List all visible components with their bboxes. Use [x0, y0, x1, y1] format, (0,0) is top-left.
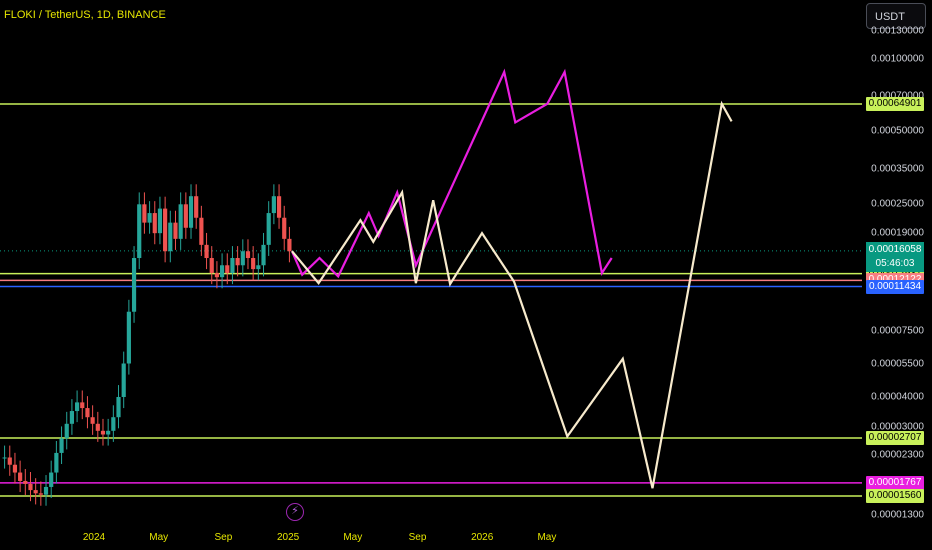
candle-body [137, 204, 142, 259]
candle-body [59, 438, 64, 453]
y-tick-label: 0.00019000 [871, 227, 924, 239]
x-tick-label: Sep [214, 532, 233, 543]
y-tick-label: 0.00002300 [871, 449, 924, 461]
candle-body [90, 417, 95, 424]
chart-title: FLOKI / TetherUS, 1D, BINANCE [4, 9, 166, 21]
candle-body [157, 208, 163, 234]
candle-body [85, 408, 90, 418]
level-label-5: 0.00001767 [866, 475, 924, 490]
candle-body [116, 396, 121, 418]
candle-body [287, 238, 292, 252]
candle-body [271, 196, 276, 214]
candle-body [75, 402, 80, 412]
candle-body [126, 311, 131, 364]
y-tick-label: 0.00001300 [871, 509, 924, 521]
candle-body [214, 273, 219, 278]
x-tick-label: May [537, 532, 557, 543]
candle-body [199, 217, 204, 245]
currency-button[interactable]: USDT [866, 3, 926, 29]
candle-body [282, 217, 287, 239]
level-label-0: 0.00064901 [866, 97, 924, 111]
x-tick-label: May [343, 532, 363, 543]
candle-body [235, 258, 240, 266]
y-tick-label: 0.00070000 [871, 91, 924, 102]
y-tick-label: 0.00100000 [871, 53, 924, 65]
horizontal-levels [0, 103, 862, 497]
current-price-label: 0.00016058 05:46:03 [866, 242, 924, 272]
candle-body [69, 411, 74, 424]
candle-body [95, 423, 100, 431]
candle-body [100, 430, 106, 435]
candle-body [18, 472, 23, 481]
x-tick-label: 2024 [82, 532, 106, 543]
candle-body [194, 196, 199, 218]
projection-path-1 [291, 100, 733, 489]
y-tick-label: 0.00025000 [871, 198, 924, 210]
candle-body [245, 251, 251, 259]
candle-body [261, 244, 266, 266]
candle-body [131, 258, 137, 312]
candle-body [240, 251, 245, 266]
countdown-timer: 05:46:03 [875, 258, 915, 269]
candle-body [276, 196, 282, 218]
candle-body [163, 208, 168, 252]
events-icon[interactable]: ⚡ [286, 503, 304, 521]
candle-body [64, 423, 69, 439]
candle-body [225, 265, 230, 274]
candle-body [121, 363, 126, 397]
candle-body [28, 483, 33, 491]
level-label-4: 0.00002707 [866, 431, 924, 446]
candle-body [230, 258, 235, 274]
candle-body [49, 472, 54, 487]
candle-body [23, 480, 28, 484]
candle-body [142, 204, 147, 223]
x-tick-label: Sep [408, 532, 427, 543]
candle-body [111, 417, 116, 431]
x-tick-label: May [149, 532, 169, 543]
candle-body [152, 213, 157, 234]
y-tick-label: 0.00005500 [871, 358, 924, 369]
current-price-value: 0.00016058 [868, 244, 922, 255]
y-tick-label: 0.00004000 [871, 391, 924, 403]
candle-body [183, 204, 188, 228]
candle-body [2, 457, 7, 459]
candle-body [204, 244, 209, 259]
y-tick-label: 0.00130000 [871, 25, 924, 37]
candles [2, 184, 292, 506]
candle-body [209, 258, 214, 274]
projection-lines [290, 68, 733, 489]
candle-body [220, 265, 225, 278]
candle-body [33, 490, 38, 494]
candle-body [7, 457, 12, 465]
candle-body [54, 452, 59, 473]
x-tick-label: 2026 [471, 532, 494, 543]
y-tick-label: 0.00035000 [871, 163, 924, 175]
candle-body [12, 464, 18, 473]
level-label-3: 0.00011434 [866, 279, 924, 294]
candle-body [256, 265, 261, 270]
candle-body [80, 402, 85, 409]
candle-body [168, 222, 173, 252]
candle-body [43, 486, 49, 495]
y-tick-label: 0.00003000 [871, 421, 924, 433]
projection-path-0 [290, 68, 613, 279]
x-tick-label: 2025 [276, 532, 300, 543]
candle-body [38, 493, 43, 495]
level-label-6: 0.00001560 [866, 489, 924, 503]
candle-body [173, 222, 178, 239]
y-tick-label: 0.00050000 [871, 125, 924, 137]
y-tick-label: 0.00007500 [871, 325, 924, 337]
candle-body [147, 213, 152, 223]
candle-body [106, 430, 111, 435]
candle-body [178, 204, 183, 239]
candle-body [266, 213, 271, 245]
candle-body [188, 196, 194, 228]
candle-body [251, 258, 256, 270]
